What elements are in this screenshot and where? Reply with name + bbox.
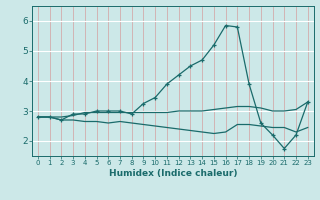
X-axis label: Humidex (Indice chaleur): Humidex (Indice chaleur) bbox=[108, 169, 237, 178]
